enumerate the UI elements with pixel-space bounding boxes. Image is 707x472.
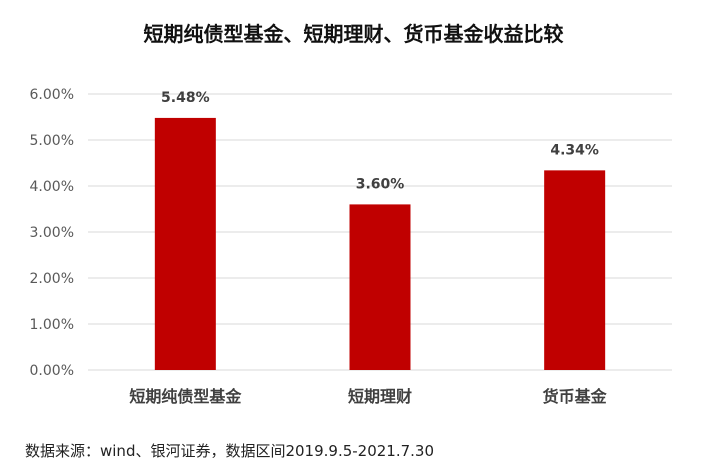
y-tick-label: 4.00% [30,179,74,195]
bar [349,204,411,370]
data-label: 4.34% [550,142,599,158]
x-category-label: 货币基金 [543,387,608,406]
y-tick-label: 1.00% [30,317,74,333]
bar [154,117,216,370]
value-labels: 5.48% 3.60% 4.34% [161,90,599,192]
y-tick-label: 0.00% [30,363,74,379]
chart-title: 短期纯债型基金、短期理财、货币基金收益比较 [143,22,564,46]
y-axis-ticks: 0.00% 1.00% 2.00% 3.00% 4.00% 5.00% 6.00% [30,87,74,379]
bars [154,117,606,370]
y-tick-label: 6.00% [30,87,74,103]
data-label: 5.48% [161,90,210,106]
y-tick-label: 2.00% [30,271,74,287]
x-category-label: 短期纯债型基金 [129,387,242,406]
category-labels: 短期纯债型基金 短期理财 货币基金 [129,387,607,406]
y-tick-label: 5.00% [30,133,74,149]
bar [544,170,606,370]
x-category-label: 短期理财 [348,387,412,406]
source-note: 数据来源：wind、银河证券，数据区间2019.9.5-2021.7.30 [25,442,435,460]
y-tick-label: 3.00% [30,225,74,241]
data-label: 3.60% [356,176,405,192]
